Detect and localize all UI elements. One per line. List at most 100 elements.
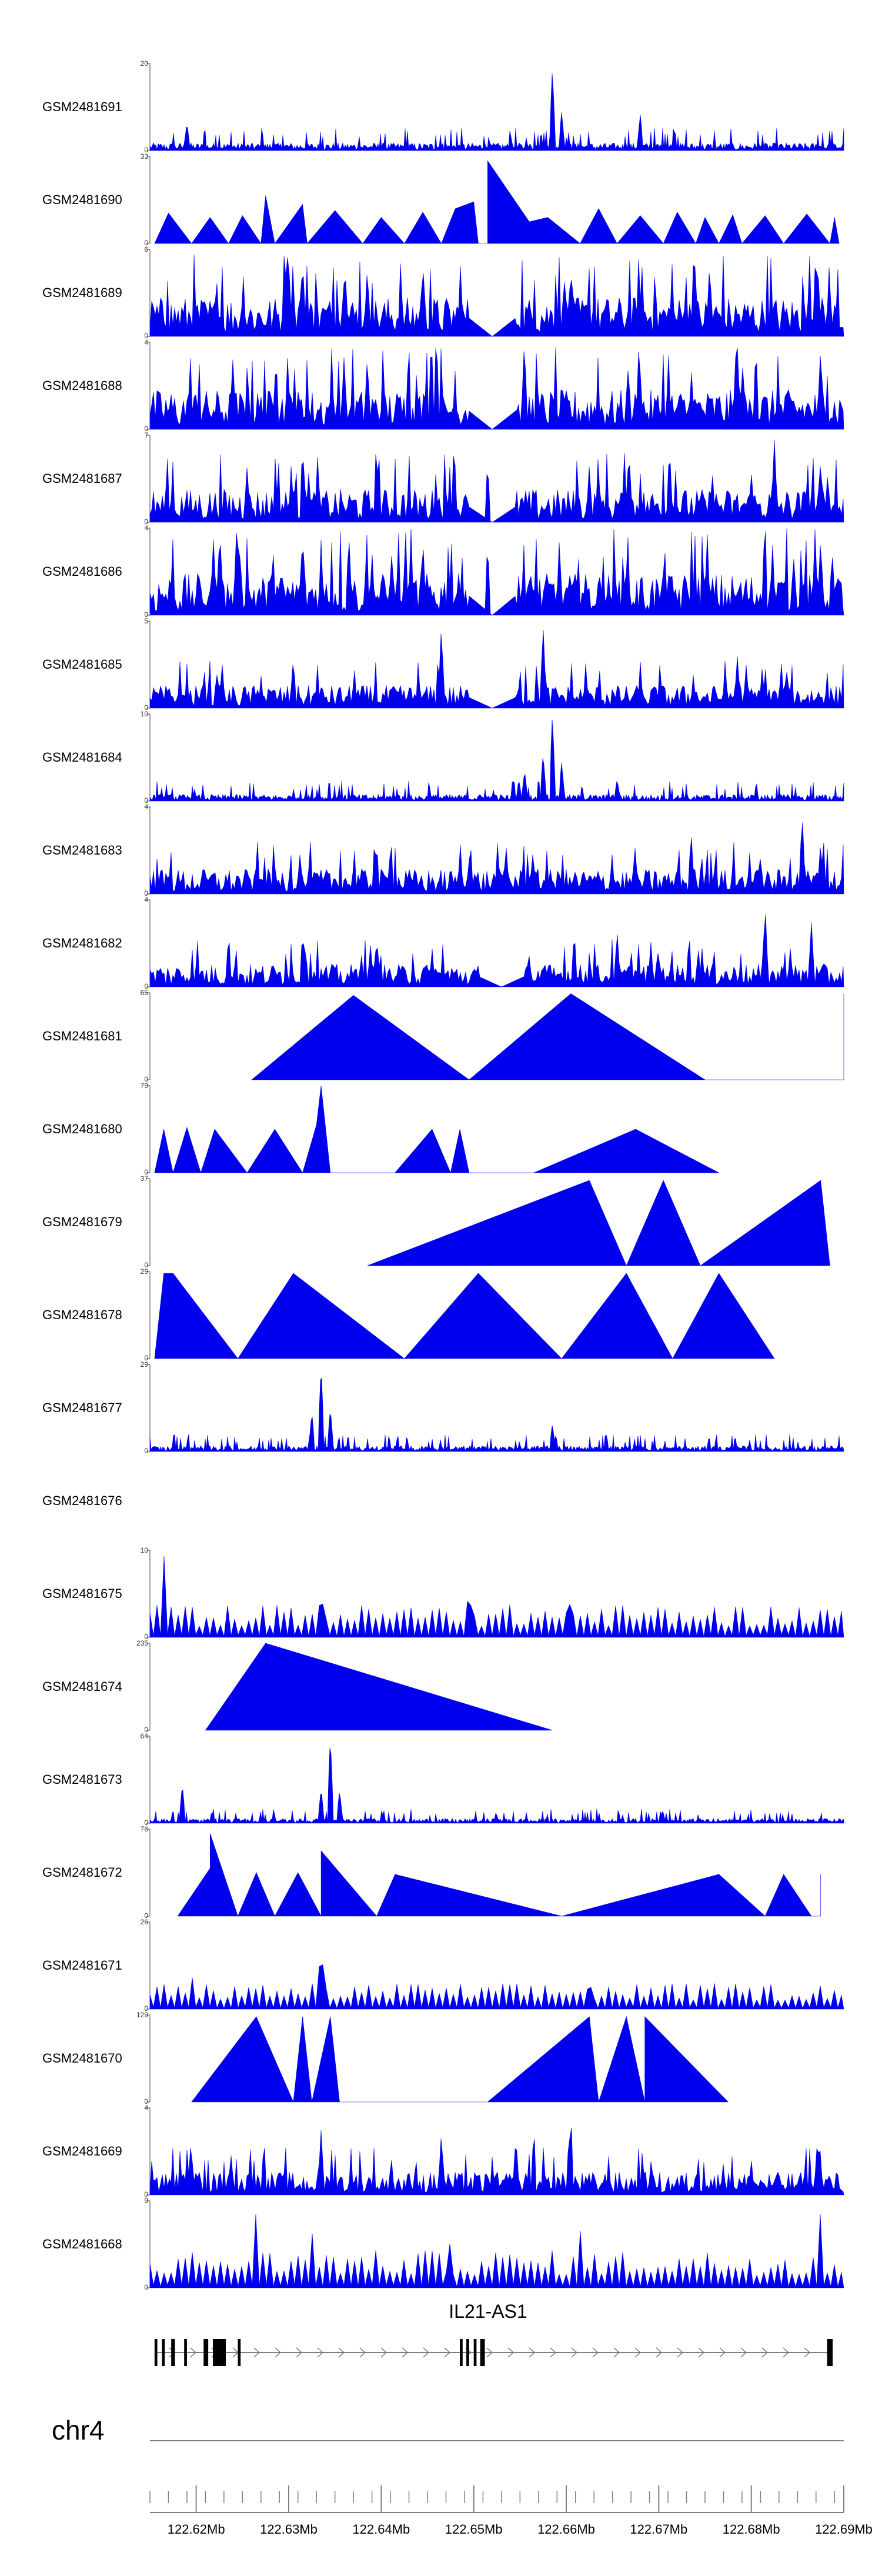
- y-axis-bracket: [146, 2107, 151, 2195]
- track-label: GSM2481669: [42, 2144, 122, 2158]
- y-min-label: 0: [144, 1168, 148, 1176]
- tick-label: 122.69Mb: [815, 2522, 873, 2537]
- strand-arrow: [444, 2347, 450, 2358]
- coverage-area: [154, 160, 840, 244]
- strand-arrow: [740, 2347, 747, 2358]
- y-min-label: 0: [144, 1911, 148, 1920]
- exon: [212, 2339, 226, 2366]
- y-min-label: 0: [144, 796, 148, 805]
- coverage-track: [146, 1178, 830, 1266]
- y-max-label: 7: [144, 431, 148, 439]
- coverage-area: [149, 254, 844, 337]
- track-label: GSM2481682: [42, 936, 122, 950]
- strand-arrow: [529, 2347, 535, 2358]
- y-max-label: 129: [136, 2011, 148, 2019]
- tick-label: 122.62Mb: [168, 2522, 225, 2537]
- genome-axis: 122.62Mb 122.63Mb 122.64Mb 122.65Mb 122.66Mb…: [149, 2440, 873, 2537]
- coverage-track: [146, 1736, 844, 1824]
- strand-arrow: [359, 2347, 366, 2358]
- coverage-area: [149, 73, 844, 151]
- chromosome-label: chr4: [52, 2415, 105, 2445]
- y-min-label: 0: [144, 1633, 148, 1641]
- track-label: GSM2481688: [42, 378, 122, 393]
- y-axis-bracket: [146, 1085, 151, 1173]
- y-axis-bracket: [146, 992, 151, 1080]
- coverage-track: [146, 2107, 844, 2195]
- y-min-label: 0: [144, 146, 148, 154]
- y-min-label: 0: [144, 2004, 148, 2013]
- y-axis-bracket: [146, 1178, 151, 1266]
- strand-arrow: [338, 2347, 345, 2358]
- coverage-area: [149, 2127, 844, 2195]
- strand-arrow: [613, 2347, 620, 2358]
- coverage-track: [146, 156, 840, 244]
- strand-arrow: [275, 2347, 281, 2358]
- y-axis-bracket: [146, 1643, 151, 1731]
- track-label: GSM2481683: [42, 843, 122, 857]
- strand-arrow: [190, 2347, 196, 2358]
- y-axis-bracket: [146, 249, 151, 337]
- y-max-label: 4: [144, 803, 148, 811]
- coverage-area: [154, 1085, 719, 1174]
- track-label: GSM2481670: [42, 2051, 122, 2066]
- track-label: GSM2481668: [42, 2237, 122, 2251]
- y-max-label: 6: [144, 245, 148, 253]
- exon: [827, 2339, 833, 2366]
- y-max-label: 76: [140, 1825, 148, 1833]
- exon: [473, 2339, 477, 2366]
- y-min-label: 0: [144, 2283, 148, 2291]
- track-label: GSM2481676: [42, 1493, 122, 1508]
- track-label: GSM2481686: [42, 564, 122, 579]
- y-max-label: 10: [140, 710, 148, 718]
- exon: [162, 2339, 165, 2366]
- y-min-label: 0: [144, 2190, 148, 2198]
- y-min-label: 0: [144, 610, 148, 619]
- strand-arrow: [296, 2347, 302, 2358]
- y-axis-bracket: [146, 1364, 151, 1452]
- track-label: GSM2481689: [42, 285, 122, 300]
- coverage-area: [149, 914, 844, 987]
- tick-label: 122.65Mb: [445, 2522, 503, 2537]
- exon: [203, 2339, 209, 2366]
- track-label: GSM2481680: [42, 1122, 122, 1136]
- track-label: GSM2481677: [42, 1400, 122, 1415]
- y-max-label: 235: [136, 1639, 148, 1647]
- y-axis-bracket: [146, 620, 151, 709]
- y-axis-bracket: [146, 528, 151, 616]
- track-label: GSM2481681: [42, 1029, 122, 1043]
- y-axis-bracket: [146, 899, 151, 987]
- track-label: GSM2481672: [42, 1865, 122, 1880]
- coverage-track: [146, 1921, 844, 2010]
- strand-arrow: [402, 2347, 408, 2358]
- strand-arrow: [253, 2347, 260, 2358]
- strand-arrow: [423, 2347, 429, 2358]
- strand-arrow: [486, 2347, 493, 2358]
- gene-name: IL21-AS1: [449, 2301, 527, 2322]
- strand-arrow: [507, 2347, 514, 2358]
- y-max-label: 65: [140, 989, 148, 997]
- y-max-label: 79: [140, 1082, 148, 1090]
- coverage-area: [149, 528, 844, 616]
- strand-arrow: [804, 2347, 810, 2358]
- coverage-track: [146, 1085, 719, 1174]
- y-min-label: 0: [144, 239, 148, 247]
- y-axis-bracket: [146, 1550, 151, 1638]
- coverage-area: [149, 2214, 844, 2288]
- y-min-label: 0: [144, 1354, 148, 1362]
- y-axis-bracket: [146, 156, 151, 244]
- y-axis-bracket: [146, 806, 151, 895]
- coverage-track: [146, 2014, 729, 2103]
- coverage-area: [149, 347, 844, 430]
- exon: [171, 2339, 175, 2366]
- strand-arrow: [698, 2347, 704, 2358]
- y-min-label: 0: [144, 332, 148, 340]
- track-label: GSM2481675: [42, 1586, 122, 1601]
- strand-arrow: [317, 2347, 323, 2358]
- y-max-label: 64: [140, 1732, 148, 1740]
- coverage-track: [146, 713, 844, 802]
- y-max-label: 26: [140, 1918, 148, 1926]
- track-label: GSM2481690: [42, 192, 122, 207]
- coverage-track: [146, 1364, 844, 1452]
- y-min-label: 0: [144, 425, 148, 433]
